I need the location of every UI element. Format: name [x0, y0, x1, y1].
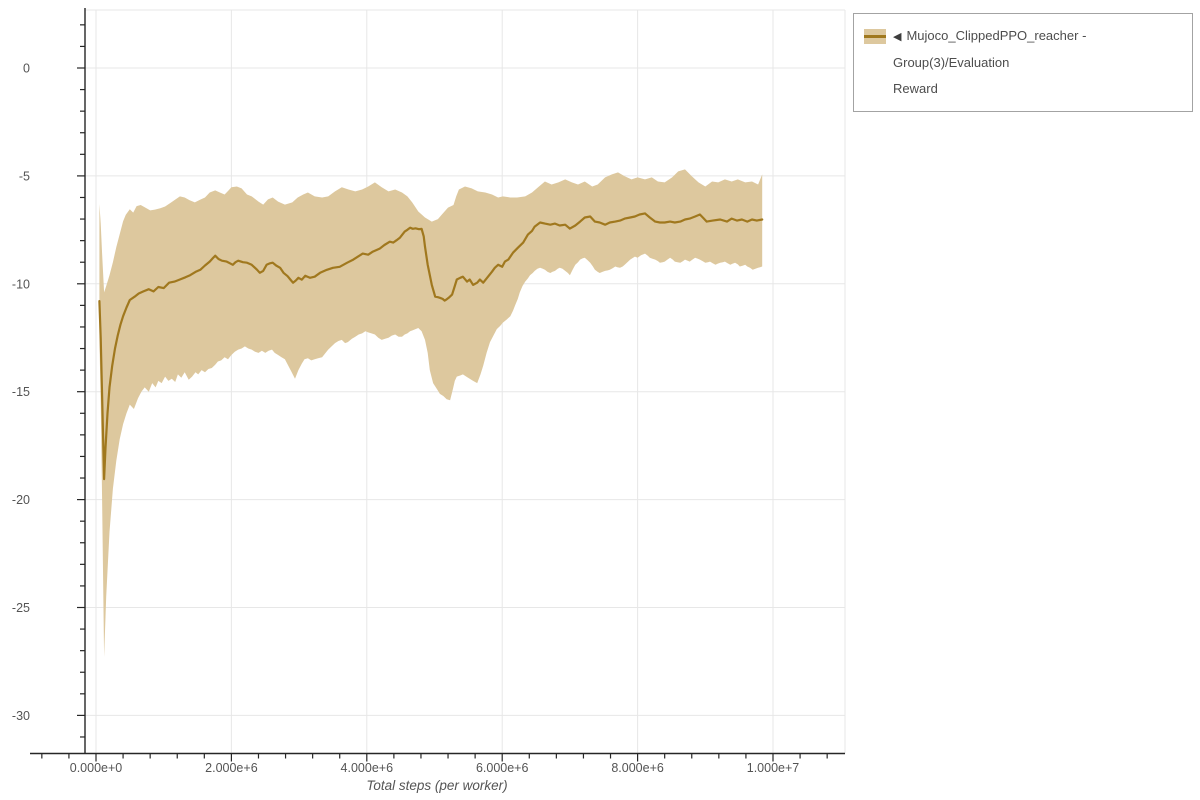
- y-tick-label: -25: [12, 601, 30, 615]
- x-tick-label: 0.000e+0: [70, 761, 123, 775]
- x-tick-label: 6.000e+6: [476, 761, 529, 775]
- y-tick-label: -15: [12, 385, 30, 399]
- legend-label-line2: Reward: [893, 81, 938, 96]
- y-tick-label: -5: [19, 169, 30, 183]
- x-tick-label: 4.000e+6: [341, 761, 394, 775]
- confidence-band: [99, 169, 763, 658]
- legend[interactable]: ◀ Mujoco_ClippedPPO_reacher - Group(3)/Ev…: [853, 13, 1193, 112]
- x-tick-label: 2.000e+6: [205, 761, 258, 775]
- x-tick-label: 1.000e+7: [747, 761, 800, 775]
- x-tick-label: 8.000e+6: [611, 761, 664, 775]
- y-tick-label: 0: [23, 62, 30, 76]
- legend-label: ◀ Mujoco_ClippedPPO_reacher - Group(3)/Ev…: [893, 23, 1182, 102]
- legend-label-line1: Mujoco_ClippedPPO_reacher - Group(3)/Eva…: [893, 28, 1087, 70]
- y-tick-label: -20: [12, 493, 30, 507]
- x-axis-title: Total steps (per worker): [366, 778, 507, 793]
- series-swatch-line-icon: [864, 35, 886, 38]
- mean-line: [98, 212, 764, 481]
- collapse-triangle-icon[interactable]: ◀: [893, 31, 902, 43]
- y-tick-label: -30: [12, 709, 30, 723]
- y-tick-label: -10: [12, 277, 30, 291]
- series-swatch-icon: [864, 29, 886, 44]
